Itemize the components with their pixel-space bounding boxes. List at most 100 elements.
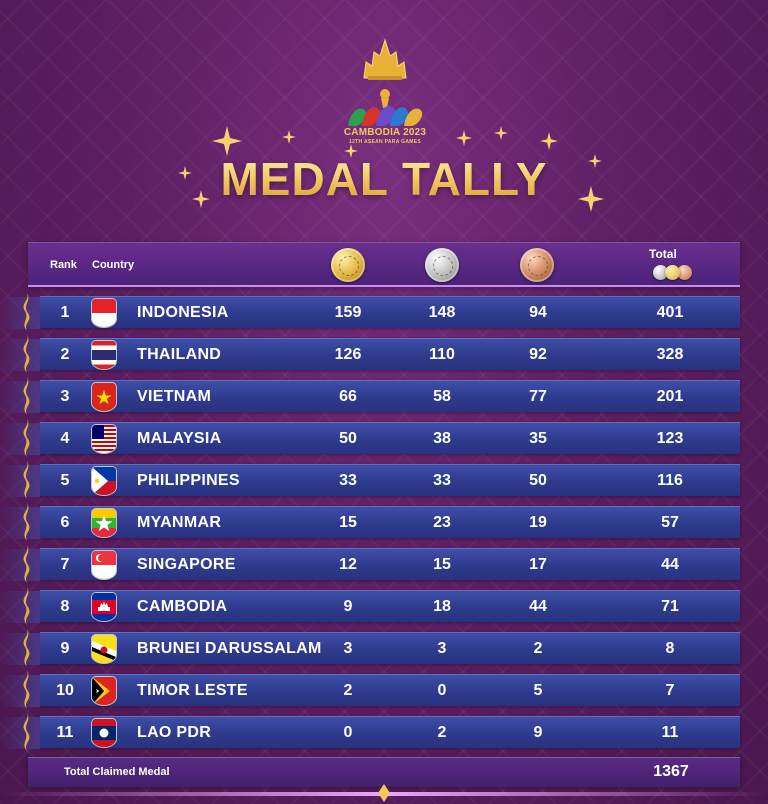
table-row: 10 TIMOR LESTE 2 0 5 7: [0, 671, 740, 709]
table-row: 9 BRUNEI DARUSSALAM 3 3 2 8: [0, 629, 740, 667]
ornament-icon: [20, 503, 34, 541]
sparkle-icon: [540, 132, 558, 150]
event-name: CAMBODIA 2023: [343, 127, 427, 138]
table-footer: Total Claimed Medal 1367: [28, 757, 740, 787]
rank-number: 6: [60, 514, 70, 531]
silver-count: 148: [428, 304, 456, 321]
total-count: 8: [665, 640, 675, 657]
country-name: BRUNEI DARUSSALAM: [137, 640, 322, 657]
rank-number: 2: [60, 346, 70, 363]
sparkle-icon: [494, 126, 508, 140]
country-name: VIETNAM: [137, 388, 212, 405]
country-name: LAO PDR: [137, 724, 212, 741]
total-count: 57: [661, 514, 679, 531]
silver-count: 2: [437, 724, 447, 741]
total-claimed-value: 1367: [653, 763, 689, 780]
country-name: MYANMAR: [137, 514, 222, 531]
column-header-total: Total: [649, 247, 677, 261]
diamond-ornament-icon: [378, 784, 390, 802]
gold-count: 12: [339, 556, 357, 573]
ornament-icon: [20, 671, 34, 709]
rank-number: 11: [56, 724, 74, 741]
sparkle-icon: [178, 166, 192, 180]
page-title: MEDAL TALLY: [160, 152, 608, 206]
rank-number: 8: [60, 598, 70, 615]
silver-count: 110: [429, 346, 455, 363]
table-row: 1 INDONESIA 159 148 94 401: [0, 293, 740, 331]
bronze-medal-icon: [520, 248, 554, 282]
gold-count: 159: [334, 304, 362, 321]
gold-count: 9: [343, 598, 353, 615]
sparkle-icon: [456, 130, 472, 146]
gold-count: 2: [343, 682, 353, 699]
ornament-icon: [20, 629, 34, 667]
column-header-country: Country: [92, 259, 135, 271]
sparkle-icon: [282, 130, 296, 144]
total-count: 11: [661, 724, 679, 741]
total-count: 401: [656, 304, 684, 321]
table-row: 11 LAO PDR 0 2 9 11: [0, 713, 740, 751]
gold-count: 66: [339, 388, 357, 405]
gold-count: 126: [334, 346, 362, 363]
country-name: INDONESIA: [137, 304, 229, 321]
total-count: 116: [657, 472, 683, 489]
cambodia-flag-icon: [92, 593, 116, 621]
gold-medal-icon: [665, 265, 680, 280]
silver-medal-icon: [425, 248, 459, 282]
ornament-icon: [20, 293, 34, 331]
rank-number: 3: [60, 388, 70, 405]
bronze-medal-icon: [677, 265, 692, 280]
country-name: THAILAND: [137, 346, 222, 363]
total-count: 328: [656, 346, 684, 363]
gold-count: 3: [343, 640, 353, 657]
ornament-icon: [20, 545, 34, 583]
timor-leste-flag-icon: [92, 677, 116, 705]
silver-count: 18: [433, 598, 451, 615]
sparkle-icon: [578, 186, 604, 212]
table-header: Rank Country Total: [28, 242, 740, 287]
rank-number: 7: [60, 556, 70, 573]
laos-flag-icon: [92, 719, 116, 747]
table-row: 4 MALAYSIA 50 38 35 123: [0, 419, 740, 457]
thailand-flag-icon: [92, 341, 116, 369]
ornament-icon: [20, 419, 34, 457]
bronze-count: 50: [529, 472, 547, 489]
silver-count: 3: [437, 640, 447, 657]
rank-number: 4: [60, 430, 70, 447]
ornament-icon: [20, 587, 34, 625]
country-name: MALAYSIA: [137, 430, 222, 447]
silver-count: 0: [437, 682, 447, 699]
country-name: TIMOR LESTE: [137, 682, 248, 699]
table-row: 5 PHILIPPINES 33 33 50 116: [0, 461, 740, 499]
silver-count: 58: [433, 388, 451, 405]
gold-count: 0: [343, 724, 353, 741]
gold-count: 33: [339, 472, 357, 489]
table-row: 6 MYANMAR 15 23 19 57: [0, 503, 740, 541]
gold-count: 50: [339, 430, 357, 447]
bronze-count: 9: [533, 724, 543, 741]
total-count: 44: [661, 556, 679, 573]
country-name: PHILIPPINES: [137, 472, 240, 489]
table-row: 7 SINGAPORE 12 15 17 44: [0, 545, 740, 583]
rank-number: 5: [60, 472, 70, 489]
total-count: 123: [656, 430, 684, 447]
bronze-count: 17: [529, 556, 547, 573]
sparkle-icon: [192, 190, 210, 208]
total-count: 7: [665, 682, 675, 699]
gold-count: 15: [339, 514, 357, 531]
total-claimed-label: Total Claimed Medal: [64, 766, 170, 778]
silver-count: 15: [433, 556, 451, 573]
ornament-icon: [20, 335, 34, 373]
column-header-rank: Rank: [50, 259, 77, 271]
myanmar-flag-icon: [92, 509, 116, 537]
table-row: 2 THAILAND 126 110 92 328: [0, 335, 740, 373]
silver-count: 38: [433, 430, 451, 447]
rank-number: 1: [60, 304, 70, 321]
rank-number: 10: [56, 682, 74, 699]
brunei-flag-icon: [92, 635, 116, 663]
indonesia-flag-icon: [92, 299, 116, 327]
table-row: 8 CAMBODIA 9 18 44 71: [0, 587, 740, 625]
ornament-icon: [20, 461, 34, 499]
bronze-count: 77: [529, 388, 547, 405]
silver-count: 33: [433, 472, 451, 489]
